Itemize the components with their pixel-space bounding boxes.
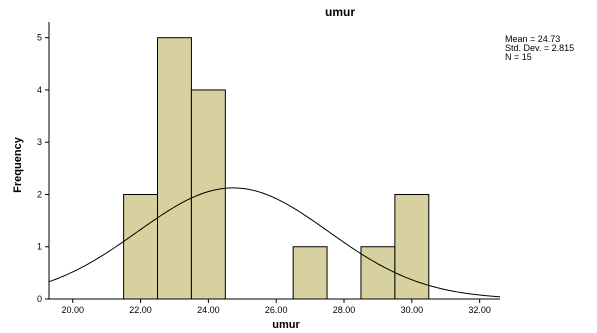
x-axis-title: umur xyxy=(272,319,300,331)
y-tick-label: 2 xyxy=(37,189,42,199)
x-tick-label: 22.00 xyxy=(129,305,152,315)
histogram-bar-5 xyxy=(360,246,396,300)
y-tick-label: 1 xyxy=(37,242,42,252)
x-tick-label: 30.00 xyxy=(401,305,424,315)
bars xyxy=(123,37,430,300)
y-tick-label: 5 xyxy=(37,33,42,43)
stats-line: N = 15 xyxy=(505,52,532,62)
normal-curve-layer xyxy=(48,187,501,298)
normal-curve xyxy=(48,187,501,298)
x-tick-label: 26.00 xyxy=(265,305,288,315)
x-tick-label: 24.00 xyxy=(197,305,220,315)
axes xyxy=(48,22,500,300)
y-axis-ticks: 0 1 2 3 4 5 xyxy=(37,33,49,304)
stats-line: Std. Dev. = 2.815 xyxy=(505,43,574,53)
y-tick-label: 3 xyxy=(37,137,42,147)
stats-line: Mean = 24.73 xyxy=(505,34,560,44)
x-axis-ticks: 20.00 22.00 24.00 26.00 28.00 30.00 32.00 xyxy=(61,299,491,315)
y-axis-title: Frequency xyxy=(12,136,24,193)
x-tick-label: 20.00 xyxy=(61,305,84,315)
histogram-bar-1 xyxy=(123,193,159,300)
histogram-bar-2 xyxy=(157,37,192,300)
histogram-bar-4 xyxy=(292,246,328,300)
y-tick-label: 4 xyxy=(37,85,42,95)
x-tick-label: 32.00 xyxy=(468,305,491,315)
x-tick-label: 28.00 xyxy=(333,305,356,315)
y-tick-label: 0 xyxy=(37,294,42,304)
histogram-bar-3 xyxy=(190,89,226,300)
histogram-bar-6 xyxy=(394,193,430,300)
chart-title: umur xyxy=(325,5,355,19)
